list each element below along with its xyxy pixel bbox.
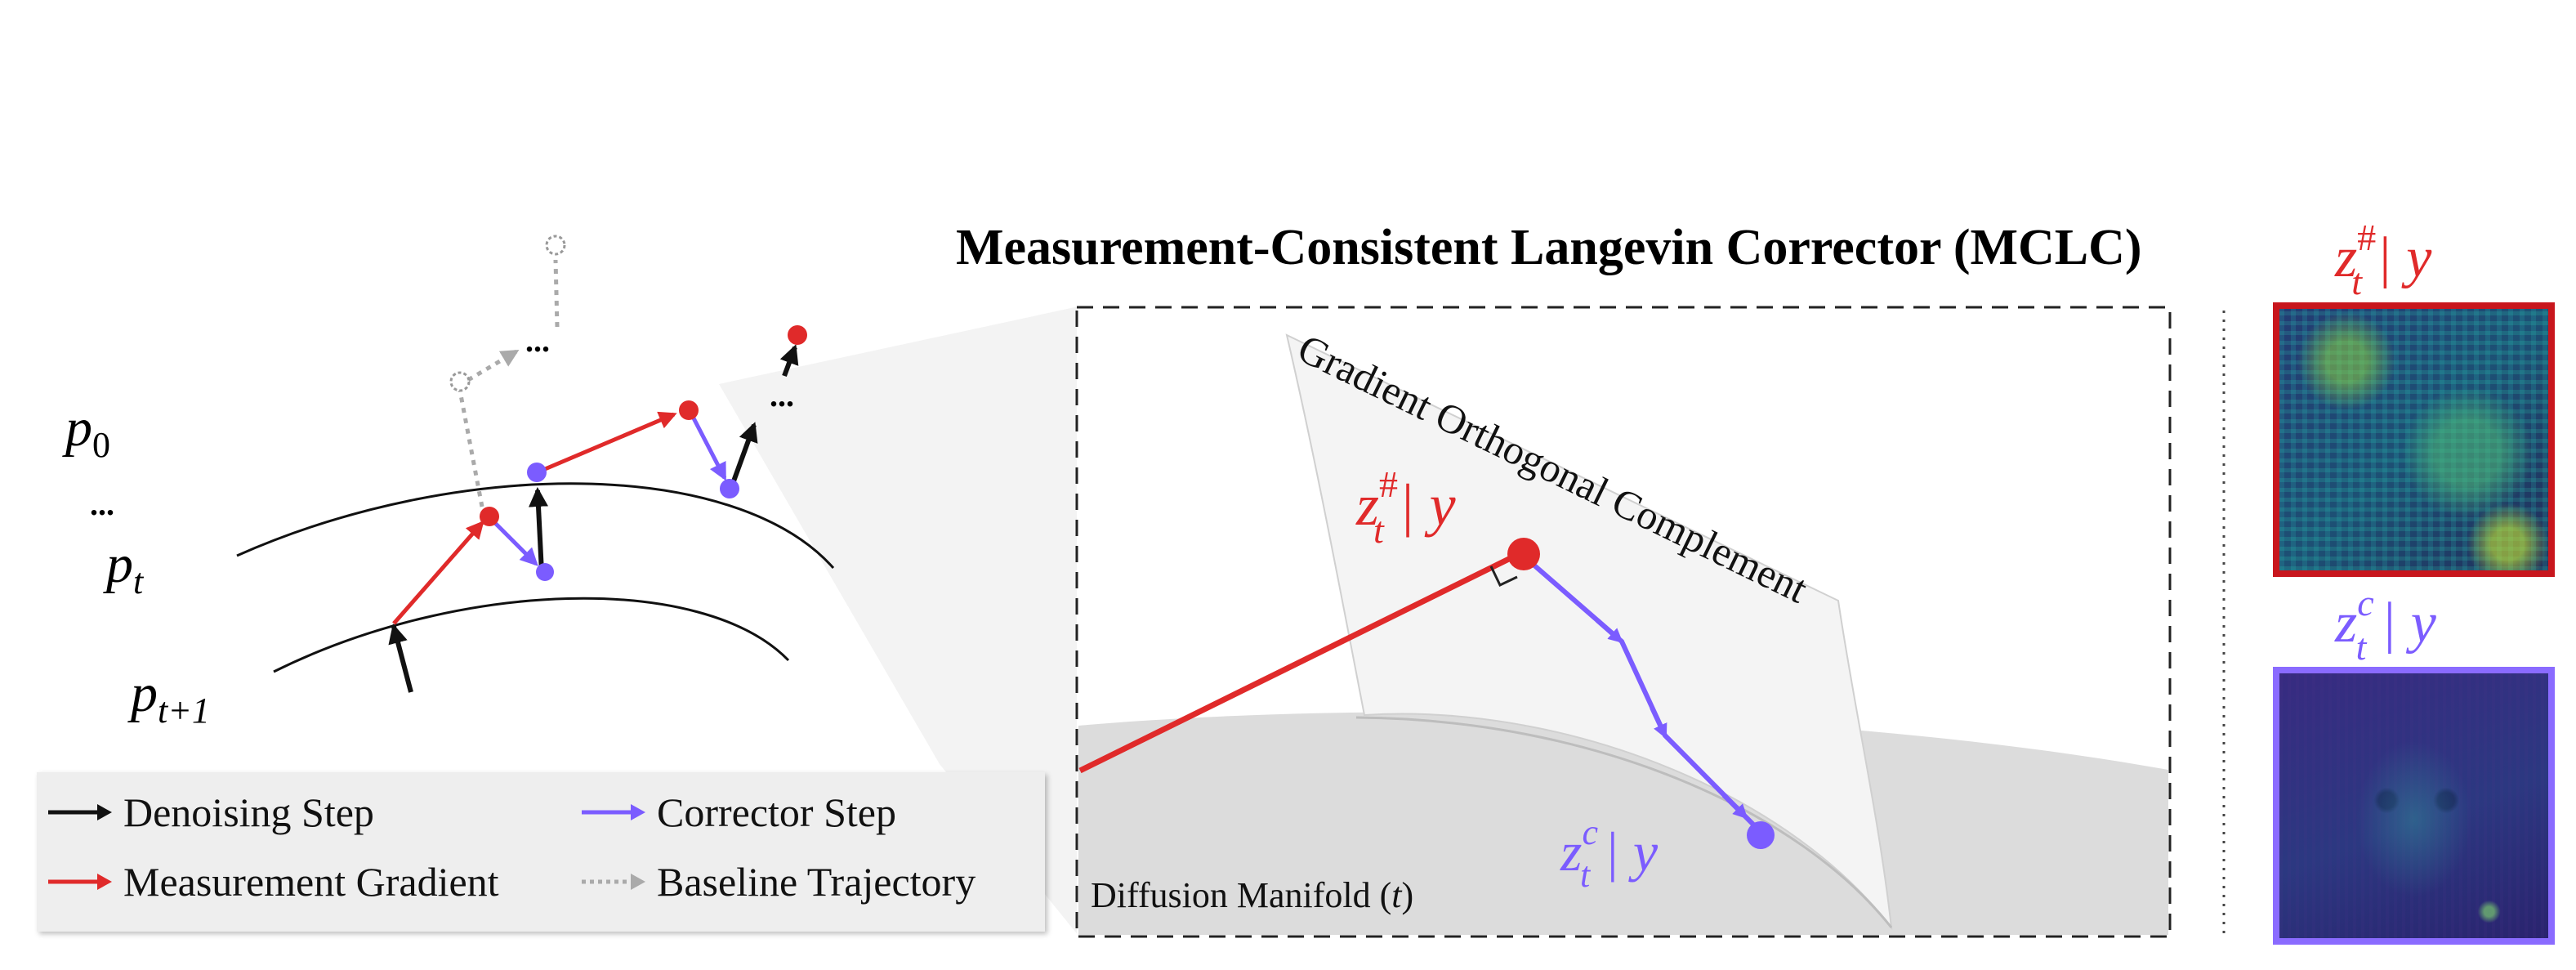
corrector-arrow-icon — [582, 804, 645, 820]
corrector-arrow-1 — [489, 517, 538, 566]
legend-item-denoising: Denoising Step — [47, 789, 374, 836]
z-c-center-label: zc t | y — [1560, 812, 1659, 895]
corrector-mid-arrow-2 — [1650, 706, 1667, 740]
corrector-mid-arrow-3 — [1721, 793, 1748, 820]
label-pt: pt — [103, 534, 145, 601]
label-pt1: pt+1 — [127, 664, 210, 731]
baseline-node-2 — [545, 235, 566, 256]
node-red-1 — [480, 507, 499, 526]
node-purple-2 — [527, 463, 547, 482]
denoise-arrow-1 — [388, 624, 413, 693]
z-hash-center-label: z# t | y — [1355, 463, 1456, 551]
diagram-title: Measurement-Consistent Langevin Correcto… — [956, 220, 2142, 275]
node-red-2 — [679, 400, 699, 420]
ellipsis-right: ... — [770, 377, 794, 413]
z-hash-right-label: z# t | y — [2334, 217, 2432, 302]
diffusion-manifold-region — [1078, 712, 2168, 935]
manifold-curve-pt1 — [273, 597, 790, 673]
measurement-arrow-2 — [538, 411, 677, 474]
ellipsis-top: ... — [525, 322, 550, 359]
legend-label-denoising: Denoising Step — [123, 789, 374, 835]
z-c-heatmap-image — [2273, 667, 2555, 945]
legend-label-baseline: Baseline Trajectory — [657, 859, 976, 905]
baseline-arrow-icon — [582, 874, 645, 890]
manifold-curve-pt — [236, 482, 835, 569]
denoise-arrow-2 — [529, 487, 548, 573]
legend-item-measurement: Measurement Gradient — [47, 858, 499, 905]
orthogonal-complement-plane — [1285, 333, 1893, 931]
center-corrector-path — [1520, 552, 1761, 832]
z-c-right-label: zc t | y — [2334, 582, 2437, 668]
z-hash-node — [1507, 538, 1540, 570]
manifold-label: Diffusion Manifold (t) — [1091, 875, 1413, 915]
denoise-arrow-3 — [729, 422, 758, 489]
legend: Denoising Step Corrector Step Measuremen… — [37, 772, 1045, 932]
baseline-node-1 — [449, 371, 471, 392]
baseline-trajectory-1 — [458, 390, 484, 507]
denoising-arrow-icon — [48, 804, 112, 820]
manifold-edge — [1355, 716, 1893, 928]
node-purple-3 — [720, 479, 739, 498]
legend-label-measurement: Measurement Gradient — [123, 859, 499, 905]
node-red-3 — [788, 325, 807, 345]
right-angle-marker — [1489, 565, 1518, 587]
center-measurement-arrow — [1078, 552, 1517, 774]
label-p0: p0 — [62, 398, 110, 465]
denoise-arrow-4 — [779, 344, 799, 378]
legend-item-corrector: Corrector Step — [580, 789, 896, 836]
legend-label-corrector: Corrector Step — [657, 789, 896, 835]
node-purple-1 — [536, 563, 554, 581]
corrector-mid-arrow-1 — [1596, 618, 1623, 643]
measurement-arrow-icon — [48, 874, 112, 890]
legend-item-baseline: Baseline Trajectory — [580, 858, 975, 905]
corrector-arrow-2 — [689, 412, 727, 481]
baseline-trajectory-3 — [553, 259, 560, 328]
label-dots: ... — [90, 485, 114, 522]
measurement-arrow-1 — [392, 520, 484, 625]
z-hash-heatmap-image — [2273, 302, 2555, 577]
z-c-node — [1747, 821, 1775, 849]
baseline-trajectory-2 — [467, 349, 520, 382]
